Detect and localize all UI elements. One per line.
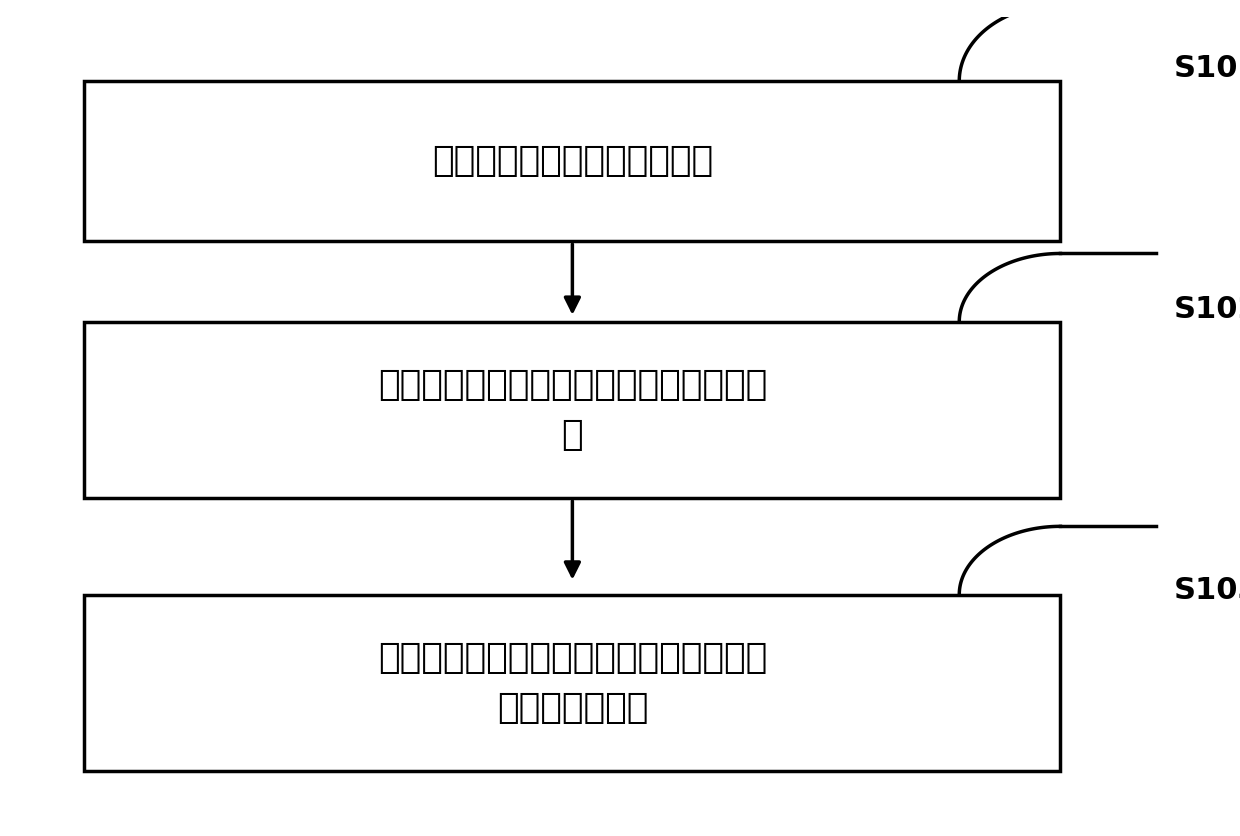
Text: 将转换成的二维码曝光在相应的档案缩微
影像前面或后面: 将转换成的二维码曝光在相应的档案缩微 影像前面或后面 [378, 640, 768, 725]
Text: S101: S101 [1173, 54, 1240, 84]
FancyBboxPatch shape [84, 594, 1060, 771]
Text: 按行读取每份档案的条目信息: 按行读取每份档案的条目信息 [432, 144, 713, 178]
Text: S103: S103 [1173, 576, 1240, 605]
Text: S102: S102 [1173, 295, 1240, 324]
FancyBboxPatch shape [84, 81, 1060, 242]
Text: 将读取的档案条目信息转换成相应的二维
码: 将读取的档案条目信息转换成相应的二维 码 [378, 368, 768, 452]
FancyBboxPatch shape [84, 322, 1060, 498]
